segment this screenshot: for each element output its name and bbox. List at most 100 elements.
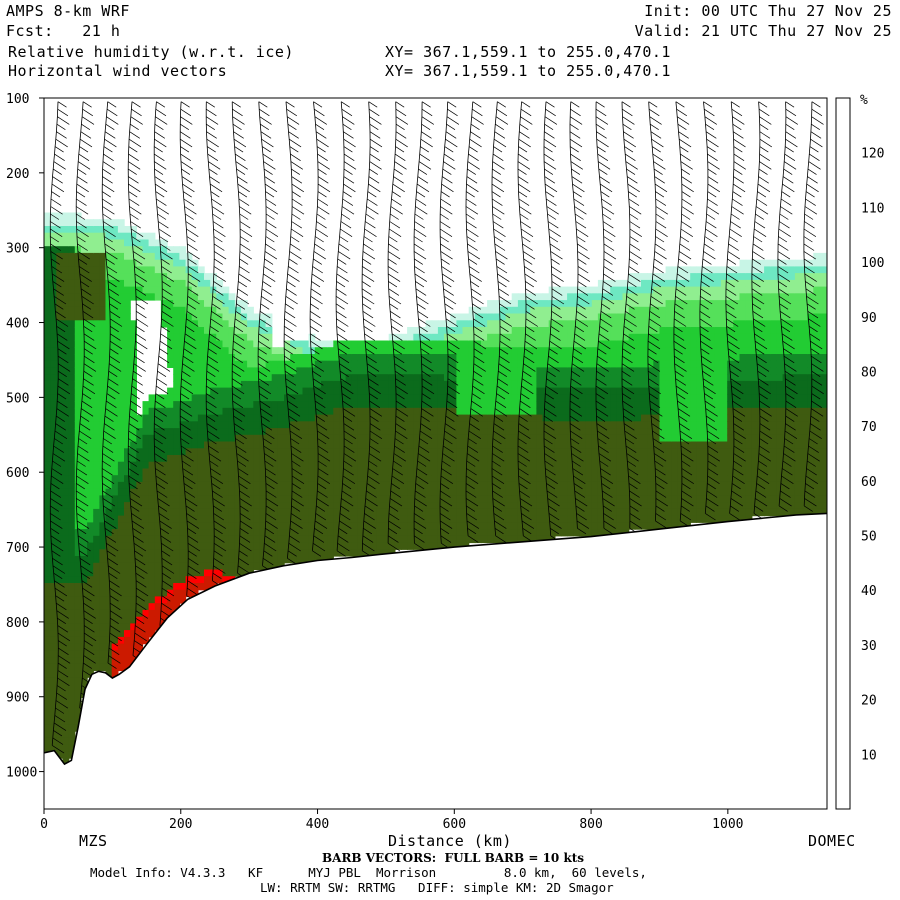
rh-cell	[173, 583, 180, 591]
rh-cell	[117, 394, 125, 402]
rh-cell	[191, 387, 199, 395]
rh-cell	[444, 502, 451, 510]
rh-cell	[401, 475, 408, 483]
rh-cell	[44, 333, 51, 342]
rh-cell	[179, 293, 187, 301]
rh-cell	[413, 421, 421, 429]
rh-cell	[44, 212, 51, 220]
rh-cell	[302, 448, 310, 456]
rh-cell	[228, 481, 236, 490]
rh-cell	[511, 448, 519, 456]
rh-cell	[345, 414, 353, 422]
rh-cell	[247, 562, 254, 571]
rh-cell	[388, 455, 396, 463]
rh-cell	[702, 347, 710, 355]
rh-cell	[111, 407, 119, 416]
rh-cell	[185, 273, 193, 281]
rh-cell	[222, 434, 230, 443]
rh-cell	[647, 394, 654, 402]
rh-cell	[456, 481, 464, 490]
rh-cell	[124, 529, 131, 537]
rh-cell	[173, 320, 180, 328]
rh-cell	[659, 515, 667, 523]
rh-cell	[628, 387, 636, 395]
rh-cell	[751, 401, 759, 409]
rh-cell	[253, 347, 261, 355]
rh-cell	[517, 401, 525, 409]
rh-cell	[339, 407, 347, 416]
rh-cell	[117, 279, 125, 288]
rh-cell	[671, 481, 679, 490]
rh-cell	[628, 273, 636, 281]
rh-cell	[136, 623, 144, 631]
rh-cell	[567, 320, 574, 328]
rh-cell	[130, 481, 137, 490]
rh-cell	[530, 508, 537, 517]
rh-cell	[567, 340, 574, 348]
rh-cell	[222, 502, 230, 510]
rh-cell	[74, 475, 82, 483]
rh-cell	[130, 421, 137, 429]
rh-cell	[407, 475, 414, 483]
rh-cell	[333, 374, 341, 382]
rh-cell	[530, 488, 537, 496]
rh-cell	[721, 401, 728, 409]
rh-cell	[708, 421, 716, 429]
rh-cell	[524, 468, 531, 476]
rh-cell	[647, 286, 654, 294]
rh-cell	[351, 475, 359, 483]
rh-cell	[50, 421, 57, 429]
rh-cell	[450, 387, 457, 395]
rh-cell	[191, 401, 199, 409]
rh-cell	[93, 273, 100, 281]
rh-cell	[370, 340, 377, 348]
rh-cell	[757, 455, 765, 463]
rh-cell	[56, 273, 64, 281]
rh-cell	[634, 367, 642, 375]
rh-cell	[499, 502, 507, 510]
rh-cell	[173, 266, 180, 274]
rh-cell	[154, 428, 162, 436]
rh-cell	[554, 455, 562, 463]
rh-cell	[757, 367, 765, 375]
rh-cell	[690, 481, 697, 490]
rh-cell	[579, 367, 587, 375]
rh-cell	[474, 488, 482, 496]
rh-cell	[745, 414, 753, 422]
rh-cell	[277, 401, 285, 409]
rh-cell	[80, 394, 88, 402]
rh-cell	[407, 360, 414, 368]
rh-cell	[733, 313, 741, 321]
rh-cell	[265, 394, 273, 402]
rh-cell	[167, 327, 174, 335]
rh-cell	[111, 347, 119, 355]
rh-cell	[499, 428, 507, 436]
rh-cell	[234, 347, 242, 355]
rh-cell	[505, 535, 513, 544]
rh-cell	[56, 609, 64, 618]
rh-cell	[253, 562, 261, 571]
rh-cell	[185, 380, 193, 389]
rh-cell	[339, 354, 347, 362]
rh-cell	[56, 232, 64, 240]
rh-cell	[50, 313, 57, 321]
rh-cell	[136, 488, 144, 496]
rh-cell	[142, 252, 150, 261]
rh-cell	[136, 441, 144, 449]
rh-cell	[111, 488, 119, 496]
rh-cell	[185, 421, 193, 429]
rh-cell	[111, 279, 119, 288]
rh-cell	[117, 481, 125, 490]
rh-cell	[204, 327, 211, 335]
rh-cell	[677, 293, 685, 301]
rh-cell	[585, 374, 593, 382]
rh-cell	[167, 246, 174, 254]
rh-cell	[450, 401, 457, 409]
rh-cell	[696, 448, 704, 456]
rh-cell	[597, 455, 605, 463]
rh-cell	[56, 650, 64, 658]
rh-cell	[481, 428, 488, 436]
rh-cell	[130, 232, 137, 240]
rh-cell	[542, 293, 550, 301]
rh-cell	[524, 340, 531, 348]
